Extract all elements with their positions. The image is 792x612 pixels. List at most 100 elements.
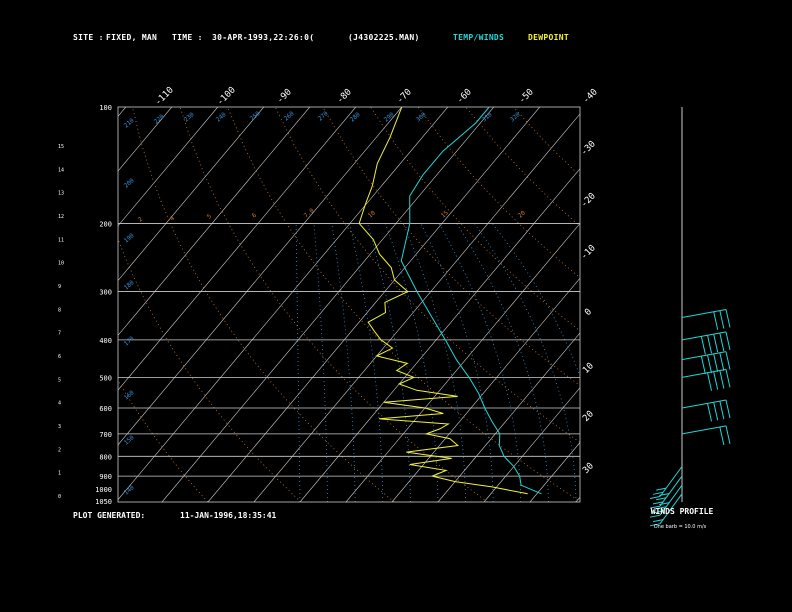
moist-adiabat	[384, 223, 439, 502]
adiabat-label: 320	[509, 111, 522, 124]
right-temp-tick-label: -30	[579, 139, 598, 158]
moist-adiabat	[349, 223, 384, 502]
mixing-ratio-label: 7.0	[303, 207, 316, 220]
dry-adiabat	[322, 107, 580, 387]
adiabat-label: 300	[415, 111, 428, 124]
wind-profile-note: One barb = 10.0 m/s	[654, 524, 707, 530]
dry-adiabat	[465, 107, 580, 227]
mixing-ratio-label: 2	[137, 216, 145, 224]
moist-adiabat	[438, 223, 522, 502]
isotherm-line	[253, 113, 580, 502]
plot-generated-label: PLOT GENERATED:	[73, 511, 146, 520]
moist-adiabat	[331, 223, 356, 502]
adiabat-label: 210	[123, 117, 136, 130]
wind-barb-flag	[649, 496, 661, 499]
dry-adiabat	[513, 107, 580, 177]
wind-barb-flag	[713, 402, 719, 421]
height-tick-label: 12	[58, 214, 64, 220]
moist-adiabat	[313, 223, 328, 502]
height-tick-label: 15	[58, 144, 64, 150]
adiabat-label: 260	[283, 110, 296, 123]
series-layer	[358, 106, 542, 495]
adiabat-label: 170	[123, 335, 136, 348]
wind-barb-flag	[719, 426, 725, 446]
top-temp-tick-label: -40	[581, 87, 600, 106]
top-temp-tick-label: -70	[395, 87, 414, 106]
adiabat-label: 180	[123, 279, 136, 292]
wind-barb-flag	[707, 403, 713, 422]
height-tick-label: 9	[58, 284, 61, 290]
isotherm-line	[161, 107, 495, 502]
pressure-tick-label: 1050	[95, 498, 112, 506]
time-label: TIME :	[172, 33, 203, 42]
moist-adiabat	[456, 223, 549, 502]
height-tick-label: 11	[58, 237, 64, 243]
isotherm-line	[483, 387, 580, 502]
pressure-tick-label: 1000	[95, 486, 112, 494]
wind-barb-flag	[725, 351, 731, 370]
moist-adiabat	[295, 223, 301, 502]
adiabat-label: 200	[123, 177, 136, 190]
isotherm-line	[118, 107, 449, 501]
isotherm-line	[0, 107, 34, 502]
wind-barb-flag	[719, 310, 725, 329]
moist-adiabat	[474, 223, 577, 502]
isotherm-line	[118, 107, 357, 391]
wind-barb-flag	[725, 331, 731, 350]
isotherm-line	[437, 332, 580, 502]
adiabat-label: 190	[123, 232, 136, 245]
top-temp-tick-label: -110	[153, 85, 175, 107]
pressure-tick-label: 800	[99, 453, 112, 461]
wind-barb-flag	[725, 399, 731, 419]
site-label: SITE :	[73, 33, 104, 42]
moist-adiabat	[402, 223, 466, 502]
isotherm-line	[118, 107, 265, 282]
height-tick-label: 1	[58, 471, 61, 477]
wind-barb-staff	[681, 331, 727, 341]
pressure-tick-label: 300	[99, 289, 112, 297]
dry-adiabat	[227, 107, 580, 502]
isotherm-line	[299, 168, 580, 502]
wind-barb-flag	[656, 506, 667, 510]
isotherm-line	[622, 107, 792, 502]
height-tick-label: 4	[58, 401, 61, 407]
wind-barb-flag	[713, 311, 719, 330]
isotherm-line	[118, 107, 127, 117]
wind-barb-flag	[719, 370, 725, 389]
adiabat-label: 290	[383, 111, 396, 124]
wind-barb-staff	[659, 493, 683, 525]
wind-barb-flag	[700, 356, 706, 375]
pressure-tick-label: 100	[99, 104, 112, 112]
isotherm-line	[118, 107, 173, 172]
pressure-tick-label: 900	[99, 473, 112, 481]
adiabat-label: 220	[153, 113, 166, 126]
wind-barb-flag	[713, 353, 719, 373]
height-tick-label: 14	[58, 167, 64, 173]
wind-barb-flag	[707, 354, 713, 374]
isotherm-line	[118, 107, 219, 227]
isotherm-line	[0, 107, 80, 502]
right-temp-tick-label: -10	[579, 243, 598, 262]
wind-profile-panel	[649, 107, 731, 527]
pressure-tick-label: 700	[99, 431, 112, 439]
height-tick-label: 7	[58, 331, 61, 337]
mixing-ratio-label: 10	[367, 209, 377, 219]
mixing-ratio-label: 4	[169, 215, 177, 223]
wind-barb-staff	[659, 475, 683, 507]
isotherm-line	[714, 107, 792, 502]
wind-barb-flag	[713, 371, 719, 390]
wind-barb-flag	[652, 491, 664, 495]
dry-adiabat	[118, 379, 208, 502]
wind-barb-flag	[707, 335, 713, 354]
adiabat-label: 270	[317, 110, 330, 123]
dry-adiabat	[118, 237, 302, 502]
legend-dewpoint: DEWPOINT	[528, 33, 569, 42]
adiabat-label: 310	[481, 111, 494, 124]
height-tick-label: 5	[58, 377, 61, 383]
pressure-tick-label: 200	[99, 220, 112, 228]
dry-adiabat	[132, 107, 395, 502]
wind-barb-staff	[681, 351, 727, 361]
wind-barb-flag	[719, 332, 725, 352]
top-temp-tick-label: -50	[517, 87, 536, 106]
wind-barb-flag	[649, 505, 661, 509]
